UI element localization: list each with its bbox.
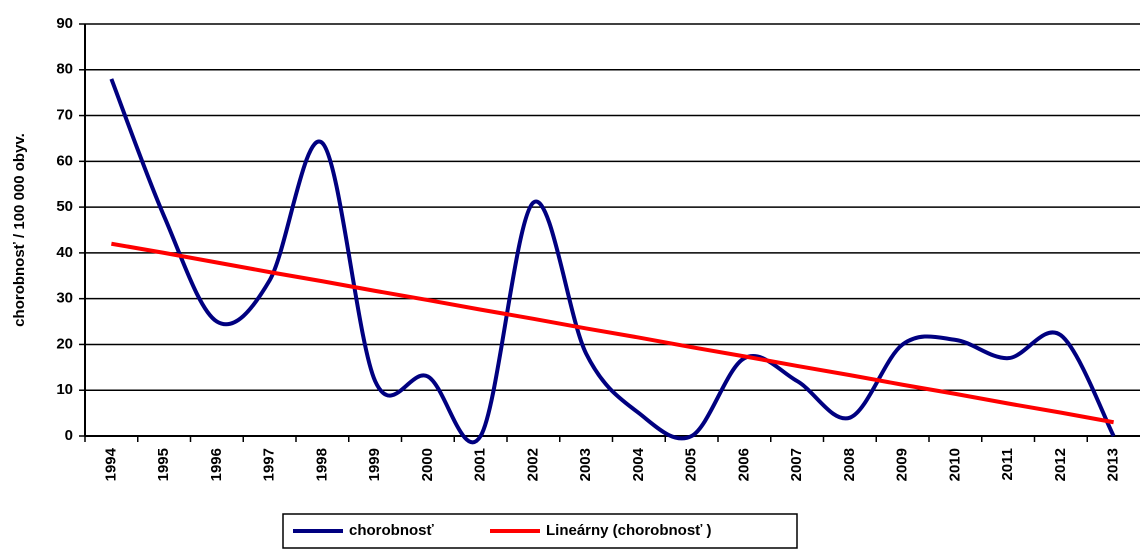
x-tick-label: 1994 <box>102 447 119 481</box>
legend-label: Lineárny (chorobnosť ) <box>546 522 712 539</box>
x-tick-label: 1998 <box>313 448 330 481</box>
x-tick-label: 2012 <box>1052 448 1069 481</box>
x-tick-label: 2011 <box>999 448 1016 481</box>
y-tick-label: 0 <box>65 427 73 444</box>
x-tick-label: 2001 <box>472 448 489 481</box>
series-line <box>111 241 1114 425</box>
x-tick-label: 2006 <box>735 448 752 481</box>
x-tick-label: 2003 <box>577 448 594 481</box>
y-tick-label: 60 <box>56 152 73 169</box>
y-axis-label: chorobnosť / 100 000 obyv. <box>11 133 28 327</box>
x-tick-label: 2004 <box>630 447 647 481</box>
y-tick-label: 30 <box>56 290 73 307</box>
x-tick-label: 1996 <box>208 448 225 481</box>
x-tick-label: 2002 <box>524 448 541 481</box>
legend-label: chorobnosť <box>349 522 434 539</box>
x-tick-label: 2007 <box>788 448 805 481</box>
x-tick-label: 1997 <box>261 448 278 481</box>
y-tick-label: 80 <box>56 61 73 78</box>
x-tick-label: 2010 <box>946 448 963 481</box>
x-tick-label: 2009 <box>894 448 911 481</box>
y-tick-label: 50 <box>56 198 73 215</box>
x-tick-label: 2000 <box>419 448 436 481</box>
x-tick-label: 1995 <box>155 448 172 481</box>
y-tick-label: 70 <box>56 107 73 124</box>
y-tick-label: 90 <box>56 15 73 32</box>
y-tick-label: 40 <box>56 244 73 261</box>
x-tick-label: 2005 <box>683 448 700 481</box>
y-tick-label: 10 <box>56 381 73 398</box>
y-tick-label: 20 <box>56 335 73 352</box>
x-tick-label: 2013 <box>1105 448 1122 481</box>
x-tick-label: 2008 <box>841 448 858 481</box>
x-tick-label: 1999 <box>366 448 383 481</box>
series-line <box>109 78 1116 445</box>
